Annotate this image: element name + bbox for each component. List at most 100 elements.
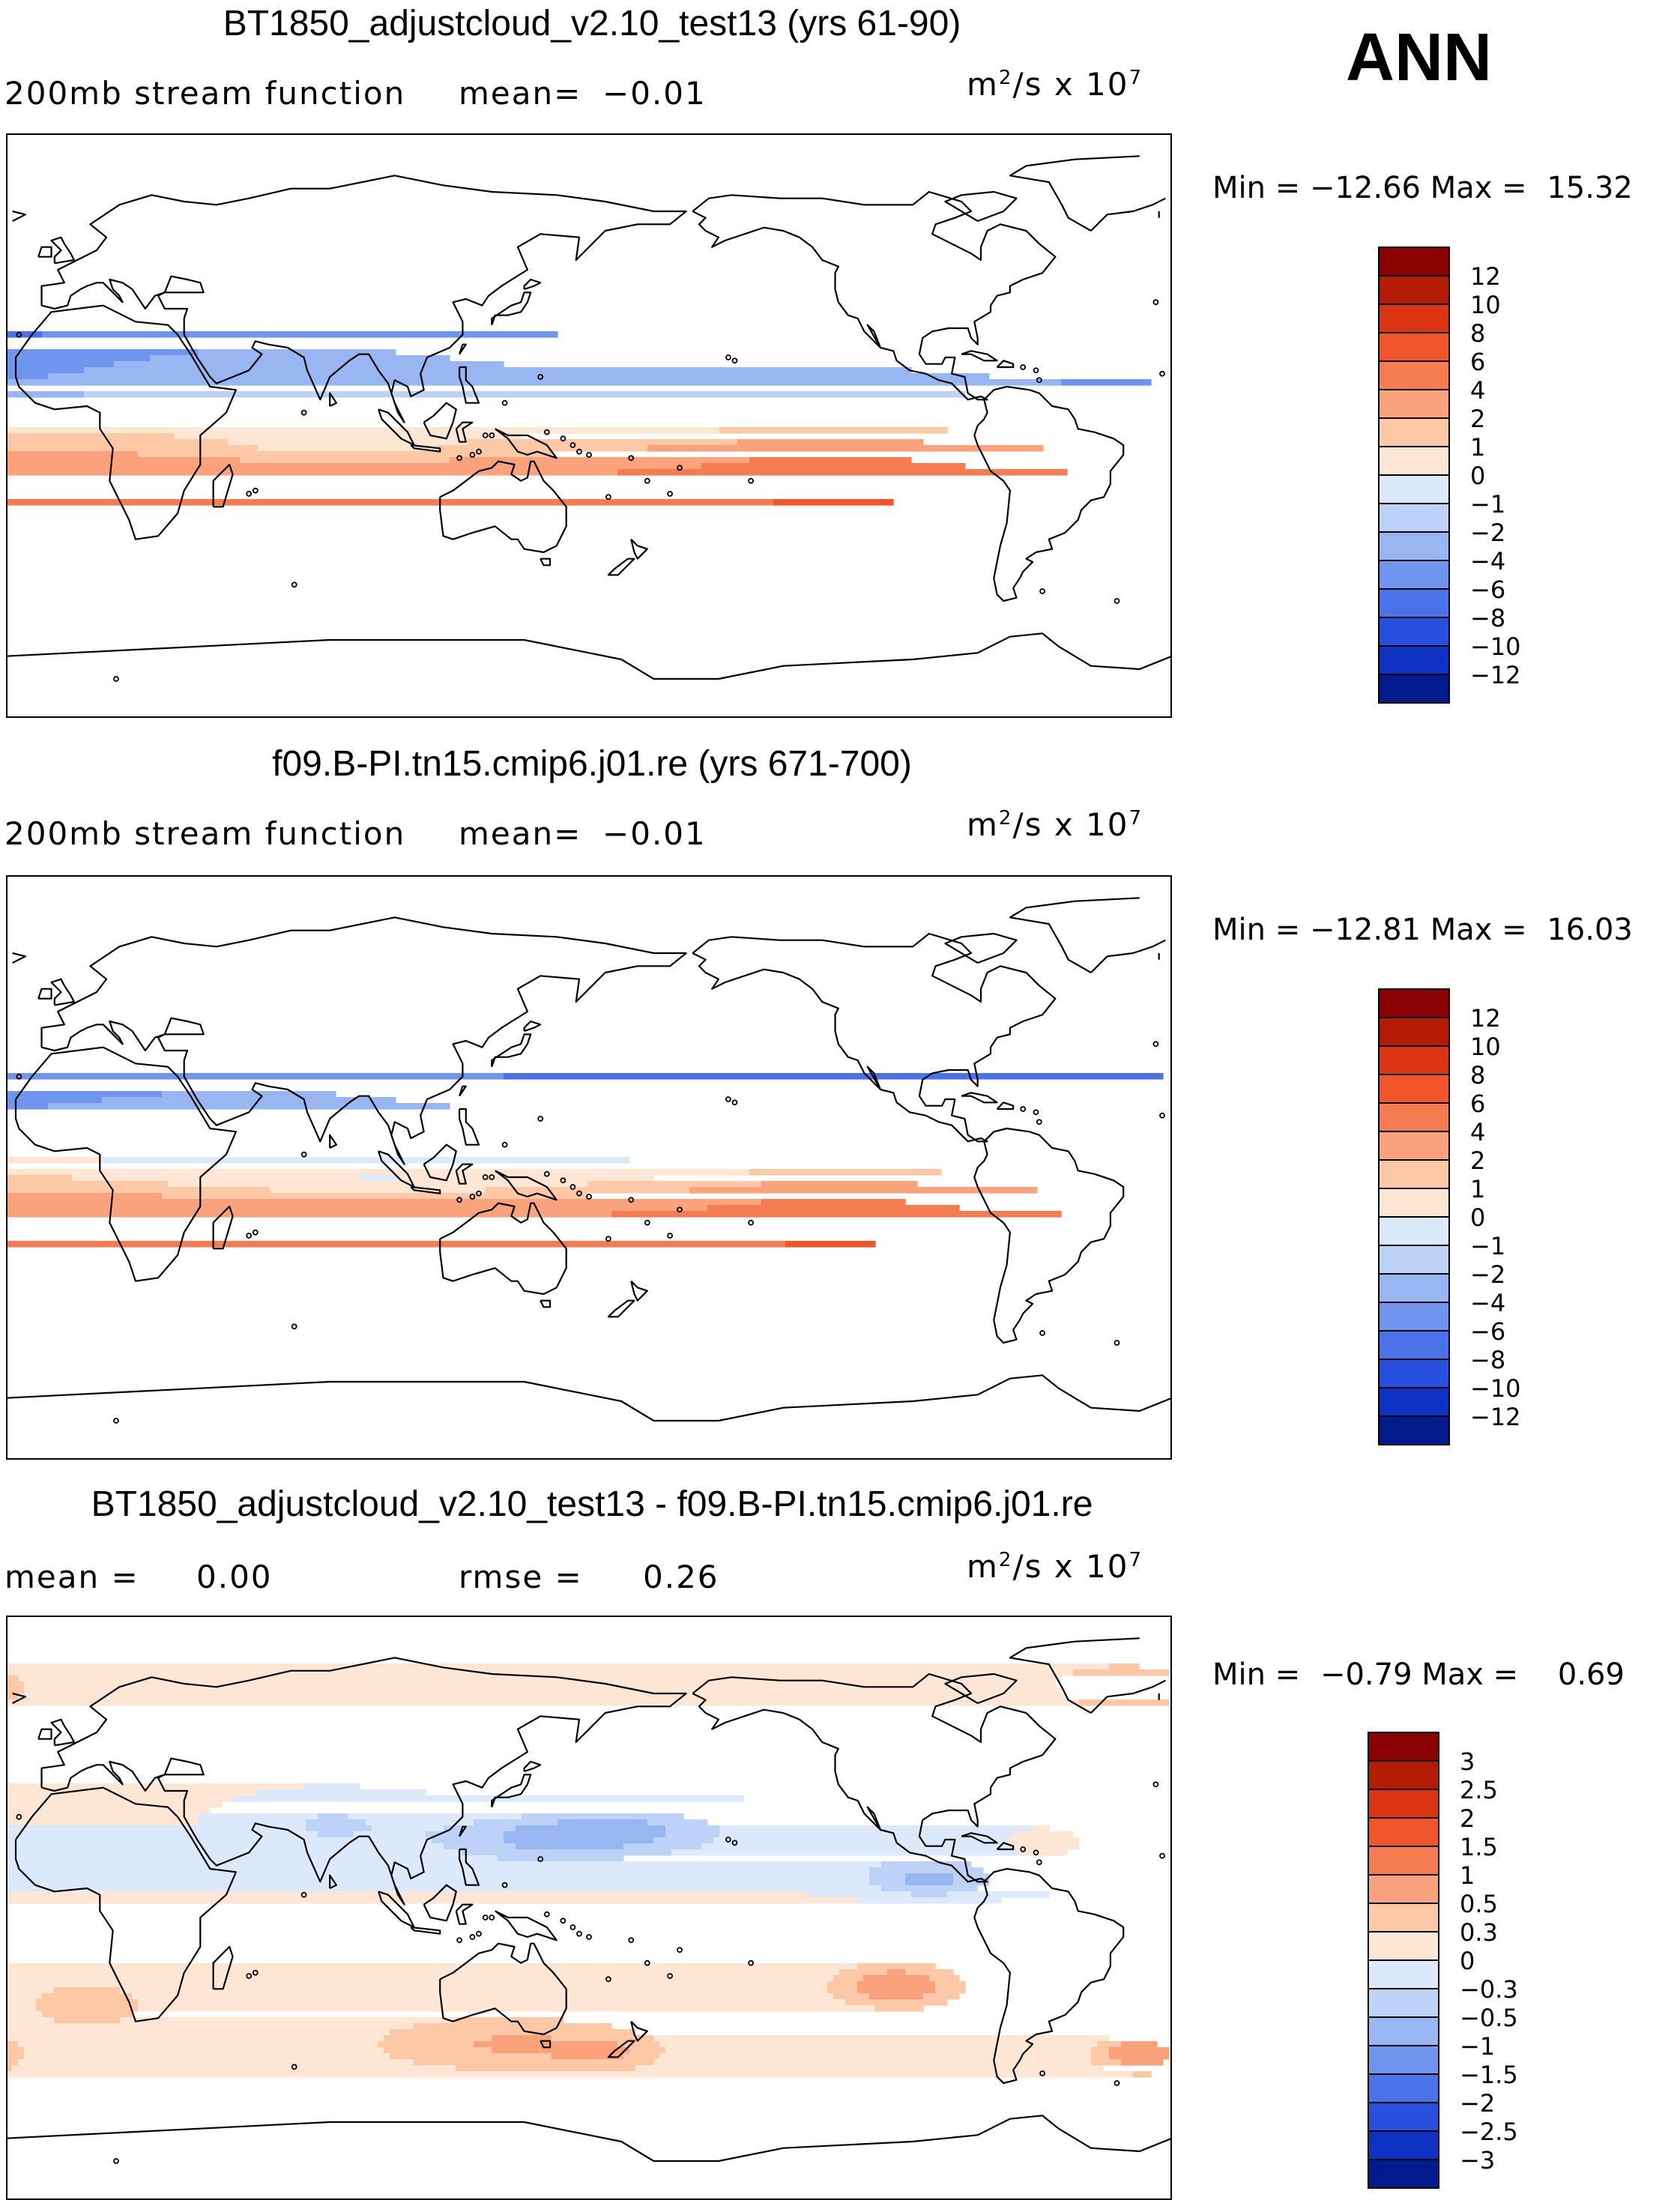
colorbar-tick-label: −1 [1470,1232,1505,1260]
colorbar-tick-label: −3 [1460,2146,1495,2175]
island-outline [667,1973,673,1979]
coastline-path [961,1092,998,1104]
panel-middle-minmax: Min = −12.81 Max = 16.03 [1212,913,1633,947]
field-cell [516,1825,666,1832]
field-cell [6,1193,163,1200]
island-outline [456,1937,462,1944]
field-cell [6,2011,43,2018]
coastline-path [212,463,234,508]
field-cell [150,355,450,362]
field-cell [623,2053,660,2060]
field-cell [348,1813,522,1820]
coastline-path [944,1672,1018,1705]
colorbar-swatch [1378,446,1450,476]
colorbar-tick-label: −12 [1470,661,1521,689]
field-cell [1019,1849,1068,1856]
field-cell [881,1885,978,1892]
min-value: −0.79 [1320,1657,1412,1692]
island-outline [586,452,592,458]
coastline-path [523,1760,542,1773]
island-outline [628,455,635,462]
field-cell [6,2065,13,2072]
coastline-path [40,916,687,1165]
field-cell [18,1675,1062,1682]
field-cell [6,1831,318,1838]
island-outline [246,491,253,497]
units-exp: 7 [1128,1549,1143,1571]
field-cell [911,1891,948,1898]
colorbar-tick-label: 4 [1470,376,1485,405]
field-cell [6,1801,223,1808]
field-cell [1079,1699,1170,1706]
max-label: Max = [1421,1657,1519,1692]
field-cell [138,2005,876,2012]
island-outline [1152,1781,1159,1788]
field-cell [102,1097,396,1104]
field-cell [306,1783,360,1790]
island-outline [1039,588,1045,594]
field-cell [552,2053,624,2060]
colorbar-swatch [1368,2073,1439,2103]
field-cell [653,1837,714,1844]
coastline-path [410,1185,441,1194]
island-outline [725,354,731,360]
field-cell [306,1819,366,1826]
island-outline [252,1969,259,1976]
field-cell [875,2005,924,2012]
coastline-path [37,246,52,258]
field-cell [6,391,85,398]
panel-difference-rmse-label: rmse = [459,1559,583,1595]
coastline-path [491,1774,532,1808]
field-cell [6,1205,708,1212]
coastline-path [455,1163,474,1185]
island-outline [476,1190,482,1197]
field-cell [869,1879,906,1886]
coastline-path [459,343,467,355]
field-cell [6,1981,828,1988]
field-cell [1013,1831,1074,1838]
island-outline [501,1141,508,1148]
field-cell [42,2011,133,2018]
island-outline [605,1976,611,1983]
field-cell [773,499,894,506]
field-cell [6,1181,169,1188]
field-cell [6,457,241,464]
colorbar-swatch [1378,275,1450,305]
field-cell [18,1693,1068,1700]
colorbar-middle: 12 10 8 6 4 2 1 0 −1 −2 −4 −6 −8 −10 −12 [1377,988,1568,1451]
field-cell [552,2035,654,2042]
island-outline [644,477,650,484]
field-cell [749,1169,942,1176]
coastline-path [458,1848,480,1886]
field-cell [6,1681,25,1688]
panel-top-mean-label: mean= [459,75,582,112]
colorbar-tick-label: −8 [1470,604,1505,632]
map-frame [6,875,1172,1460]
field-cell [462,1849,672,1856]
coastline-path [6,1374,1172,1460]
colorbar-swatch [1368,1732,1439,1762]
island-outline [543,1911,550,1918]
field-cell [6,2017,55,2024]
field-cell [617,469,1068,476]
field-cell [432,1837,504,1844]
colorbar-swatch [1378,1045,1450,1075]
colorbar-swatch [1378,417,1450,447]
units-rest: /s x 10 [1012,806,1129,843]
field-cell [6,1969,840,1976]
coastline-path [540,1299,552,1308]
field-cell [623,1843,702,1850]
field-cell [839,1969,888,1976]
island-outline [1152,1041,1159,1048]
island-outline [731,357,738,364]
island-outline [501,399,508,406]
field-cell [587,1181,762,1188]
island-outline [569,1184,576,1190]
coastline-path [996,1102,1015,1110]
field-cell [24,2053,390,2060]
colorbar-tick-label: 0 [1460,1947,1475,1975]
coastline-path [439,1202,567,1296]
field-cell [905,1969,954,1976]
field-cell [6,1097,103,1104]
coastline-path [459,1085,467,1097]
